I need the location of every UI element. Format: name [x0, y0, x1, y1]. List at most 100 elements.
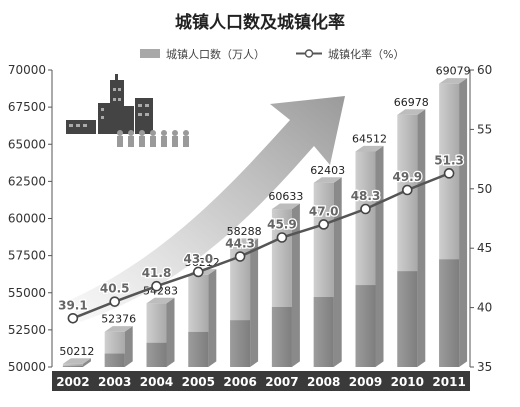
line-point-2005	[193, 266, 204, 278]
line-point-2007	[276, 232, 288, 243]
y-right-tick-label: 35	[477, 360, 492, 374]
line-label-2003: 40.5	[100, 282, 130, 296]
bar-top	[62, 358, 91, 364]
line-point-2010	[401, 184, 413, 196]
bar-top	[230, 238, 259, 244]
y-axis-right: 35 40 45 50 55 60	[469, 63, 492, 374]
y-right-tick-label: 45	[477, 241, 492, 255]
bar-side	[250, 238, 259, 367]
bar-front-lower	[230, 320, 251, 367]
x-tick-label-2010: 2010	[391, 375, 424, 389]
bar-label-2010: 66978	[394, 96, 429, 109]
bar-2010	[397, 109, 426, 367]
bar-top	[271, 203, 300, 210]
y-left-tick-label: 52500	[8, 323, 46, 337]
bar-label-2007: 60633	[268, 190, 303, 203]
bar-labels: 5021252376542835621258288606336240364512…	[59, 65, 470, 358]
line-label-2009: 48.3	[351, 189, 381, 203]
arrow-graphic	[70, 96, 345, 322]
y-left-tick-label: 65000	[8, 137, 46, 151]
y-right-tick-label: 55	[477, 122, 492, 136]
x-tick-label-2008: 2008	[307, 375, 340, 389]
x-tick-label-2011: 2011	[432, 375, 465, 389]
line-label-2002: 39.1	[58, 298, 88, 312]
line-label-2006: 44.3	[225, 237, 255, 251]
line-label-2005: 43.0	[183, 252, 213, 266]
building-graphic	[66, 74, 153, 134]
line-point-2009	[360, 203, 371, 215]
bar-front-lower	[355, 285, 376, 367]
x-tick-label-2005: 2005	[182, 375, 215, 389]
y-left-tick-label: 67500	[8, 100, 46, 114]
x-tick-label-2004: 2004	[140, 375, 173, 389]
line-path	[72, 172, 450, 320]
line-point-2006	[234, 251, 246, 262]
bar-label-2009: 64512	[352, 132, 387, 145]
line-label-2004: 41.8	[142, 266, 172, 280]
line-point-2002	[67, 312, 79, 324]
x-tick-label-2007: 2007	[265, 375, 298, 389]
x-axis-band	[52, 371, 470, 391]
bar-top	[355, 145, 384, 152]
bar-label-2005: 56212	[185, 256, 220, 269]
bar-top	[397, 109, 426, 115]
bar-side	[208, 269, 217, 367]
y-axis-left: 50000 52500 55000 57500 60000 62500 65000 67500…	[8, 63, 53, 374]
bar-side	[166, 297, 175, 367]
bar-side	[82, 358, 91, 367]
line-label-2007: 45.9	[267, 218, 297, 232]
line-point-2011	[443, 168, 455, 179]
y-left-tick-label: 55000	[8, 286, 46, 300]
y-right-tick-label: 60	[477, 63, 492, 77]
bar-top	[104, 326, 133, 332]
line-label-2011: 51.3	[434, 153, 464, 167]
x-axis: 2002 2003 2004 2005 2006 2007 2008 2009 2010 2011	[52, 371, 470, 391]
line-series: 39.1 40.5 41.8 43.0 44.3 45.9 47.0 48.3 49.9 51.3	[57, 152, 465, 324]
y-right-tick-label: 40	[477, 301, 492, 315]
legend-line-label: 城镇化率（%）	[328, 47, 404, 61]
bar-label-2008: 62403	[310, 164, 345, 177]
bar-2004	[146, 297, 175, 367]
line-point-2003	[109, 296, 120, 307]
legend: 城镇人口数（万人） 城镇化率（%）	[140, 47, 404, 61]
y-left-tick-label: 57500	[8, 249, 46, 263]
bar-label-2002: 50212	[59, 345, 94, 358]
bar-front-lower	[104, 353, 125, 367]
chart-title: 城镇人口数及城镇化率	[175, 13, 345, 33]
people-graphic	[117, 130, 189, 147]
bar-side	[291, 203, 300, 367]
bar-top	[313, 177, 342, 183]
bar-front-lower	[188, 331, 209, 367]
bar-side	[417, 109, 426, 367]
bar-front	[62, 363, 83, 367]
y-left-tick-label: 70000	[8, 63, 46, 77]
bar-top	[439, 78, 468, 84]
bar-label-2011: 69079	[436, 65, 471, 78]
y-right-tick-label: 50	[477, 182, 492, 196]
bar-side	[459, 78, 468, 368]
legend-line-marker	[304, 49, 314, 58]
x-tick-label-2009: 2009	[349, 375, 382, 389]
bar-2005	[188, 269, 217, 367]
bar-2002	[62, 358, 91, 367]
x-tick-label-2003: 2003	[98, 375, 131, 389]
bar-front-lower	[313, 297, 334, 367]
bar-2006	[230, 238, 259, 367]
bar-front-lower	[271, 306, 292, 367]
line-label-2008: 47.0	[309, 204, 339, 218]
line-label-2010: 49.9	[392, 170, 422, 184]
line-point-2008	[318, 219, 330, 230]
bar-front-lower	[397, 271, 418, 367]
x-tick-label-2002: 2002	[56, 375, 89, 389]
y-left-tick-label: 62500	[8, 174, 46, 188]
y-left-tick-label: 50000	[8, 360, 46, 374]
bar-2003	[104, 326, 133, 367]
legend-bar-label: 城镇人口数（万人）	[166, 47, 265, 61]
bar-label-2006: 58288	[227, 225, 262, 238]
legend-bar-swatch	[140, 49, 160, 58]
bar-side	[333, 177, 342, 367]
bar-front-lower	[62, 365, 83, 367]
bar-series	[62, 78, 468, 368]
